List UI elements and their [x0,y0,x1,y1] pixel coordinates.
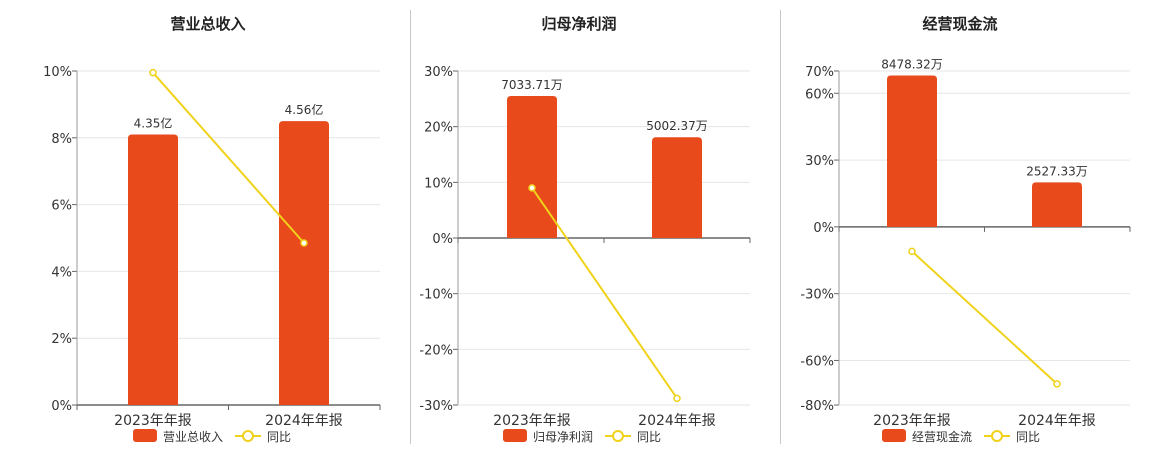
y-tick-label: -30% [419,399,453,414]
bar [279,121,329,405]
yoy-point [149,68,157,77]
bar-data-label: 4.35亿 [134,115,173,130]
chart-panel-revenue: 营业总收入 0% 2% 4% 6% 8% 10% 2023年年报 2024年年报 4.35亿 4.5… [0,0,386,450]
x-tick-label: 2024年年报 [265,413,343,429]
legend-bar-label: 营业总收入 [163,430,223,444]
legend-bar-swatch [133,429,157,442]
x-tick-label: 2023年年报 [114,413,192,429]
y-tick-label: 4% [51,265,72,280]
chart-panel-cash-flow: 经营现金流 -80% -60% -30% 0% 30% 60% 70% 2023年年报 2024年… [772,0,1158,450]
legend-bar-swatch [503,429,527,442]
revenue-chart: 营业总收入 0% 2% 4% 6% 8% 10% 2023年年报 2024年年报 4.35亿 4.5… [43,15,381,444]
y-tick-label: 10% [424,176,453,191]
legend-line-marker [242,430,254,442]
legend-line-marker [612,430,624,442]
y-tick-label: 70% [805,65,834,80]
legend-bar-label: 归母净利润 [533,430,593,444]
y-tick-label: 6% [51,199,72,214]
y-tick-label: 0% [51,399,72,414]
yoy-point [300,239,308,247]
bar [128,134,178,405]
legend-line-label: 同比 [637,430,661,444]
legend-bar-swatch [882,429,906,442]
y-tick-label: 60% [805,87,834,102]
cash-flow-chart: 经营现金流 -80% -60% -30% 0% 30% 60% 70% 2023年年报 2024年… [800,15,1131,444]
yoy-point [908,247,916,256]
y-tick-label: -30% [800,288,834,303]
bar [887,75,937,227]
x-tick-label: 2023年年报 [493,413,571,429]
legend-line-marker [991,430,1003,442]
yoy-point [1053,380,1061,388]
y-tick-label: 20% [424,121,453,136]
bar [1032,182,1082,227]
bar [652,137,702,238]
y-tick-label: -80% [800,399,834,414]
bar-data-label: 5002.37万 [646,119,708,133]
chart-title: 营业总收入 [170,15,245,33]
y-tick-label: 0% [813,221,834,236]
y-tick-label: 8% [51,132,72,147]
chart-title: 归母净利润 [541,15,616,33]
y-tick-label: -20% [419,343,453,358]
yoy-line [911,250,1058,385]
y-tick-label: -60% [800,354,834,369]
x-tick-label: 2024年年报 [638,413,716,429]
y-tick-label: 10% [43,65,72,80]
x-tick-label: 2024年年报 [1018,413,1096,429]
bar-data-label: 8478.32万 [881,57,943,71]
yoy-line [152,72,305,244]
y-tick-label: 2% [51,332,72,347]
yoy-point [528,184,536,192]
yoy-point [673,394,681,403]
panel-divider [780,10,781,444]
y-tick-label: 30% [424,65,453,80]
bar-data-label: 4.56亿 [285,102,324,117]
bar-data-label: 2527.33万 [1026,164,1088,178]
panel-divider [410,10,411,444]
legend-line-label: 同比 [267,430,291,444]
legend-bar-label: 经营现金流 [912,429,972,444]
y-tick-label: 0% [432,232,453,247]
net-profit-chart: 归母净利润 -30% -20% -10% 0% 10% 20% 30% 2023年年报 2024年… [419,15,751,444]
legend-line-label: 同比 [1016,430,1040,444]
yoy-line [531,187,678,399]
y-tick-label: -10% [419,288,453,303]
bar [507,96,557,238]
bar-data-label: 7033.71万 [501,78,563,92]
chart-panel-net-profit: 归母净利润 -30% -20% -10% 0% 10% 20% 30% 2023年年报 2024年… [386,0,772,450]
x-tick-label: 2023年年报 [873,413,951,429]
y-tick-label: 30% [805,154,834,169]
chart-title: 经营现金流 [922,15,997,33]
